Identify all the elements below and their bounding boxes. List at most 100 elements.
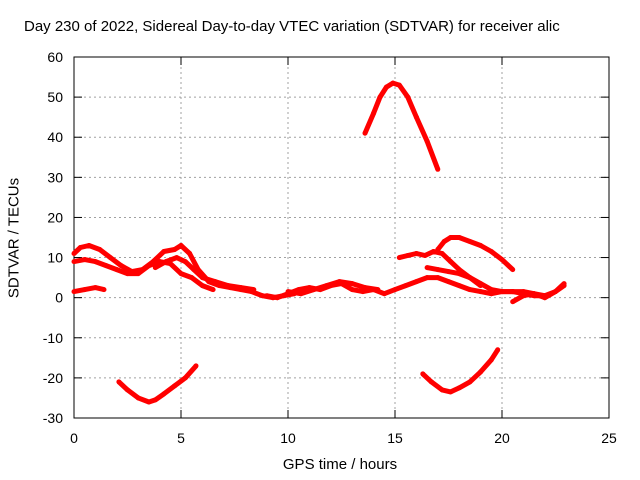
data-point [251, 287, 257, 293]
data-point [238, 285, 244, 291]
data-point [349, 281, 355, 287]
data-point [187, 251, 193, 256]
data-point [82, 257, 88, 263]
data-point [101, 287, 107, 293]
data-point [182, 375, 188, 381]
data-point [362, 130, 368, 136]
data-point [77, 245, 83, 250]
data-point [103, 263, 109, 269]
data-point [225, 283, 231, 289]
data-point [424, 138, 430, 144]
series-line-trace-f [435, 235, 515, 272]
y-tick-label: 30 [47, 169, 63, 185]
series-line-trace-a [72, 243, 295, 301]
data-point [178, 271, 184, 277]
data-point [274, 295, 280, 301]
x-axis-label: GPS time / hours [282, 456, 398, 473]
series-line-arc-low-late [421, 348, 500, 395]
data-point [396, 82, 402, 88]
data-point [439, 251, 445, 256]
chart-title: Day 230 of 2022, Sidereal Day-to-day VTE… [24, 18, 560, 35]
data-point [336, 279, 342, 285]
data-point [390, 80, 396, 86]
data-point [431, 249, 436, 254]
data-point [510, 267, 516, 273]
data-point [116, 379, 122, 385]
data-point [362, 285, 368, 291]
data-point [92, 285, 98, 291]
y-axis-label: SDTVAR / TECUs [5, 177, 23, 299]
data-point [161, 391, 167, 397]
data-point [396, 255, 402, 261]
data-point [448, 259, 454, 265]
y-tick-label: 0 [55, 290, 63, 306]
data-point [435, 275, 441, 281]
data-point [161, 249, 167, 254]
data-point [146, 263, 152, 269]
series [71, 80, 567, 405]
data-point [424, 265, 430, 271]
data-point [371, 110, 377, 116]
data-point [199, 275, 205, 281]
data-point [478, 281, 484, 287]
data-point [488, 291, 494, 297]
series-line-arc-high [362, 80, 441, 171]
data-point [285, 289, 291, 295]
data-point [360, 289, 366, 295]
data-point [561, 281, 567, 287]
x-tick-label: 10 [280, 430, 296, 446]
data-point [392, 287, 398, 293]
data-point [488, 249, 494, 254]
data-point [125, 387, 130, 393]
data-point [467, 239, 473, 244]
x-tick-label: 25 [601, 430, 617, 446]
grid [74, 57, 609, 418]
y-tick-label: -30 [43, 410, 63, 426]
series-line-arc-low-early [117, 364, 198, 405]
data-point [199, 283, 205, 289]
data-point [97, 247, 103, 252]
data-point [82, 287, 88, 293]
series-line-trace-d [73, 285, 105, 295]
data-point [403, 283, 409, 289]
data-point [174, 255, 180, 261]
data-point [114, 267, 120, 273]
data-point [456, 385, 462, 391]
y-tick-label: -20 [43, 370, 63, 386]
data-point [324, 283, 329, 289]
data-point [71, 259, 77, 265]
data-point [135, 271, 141, 277]
data-point [146, 399, 152, 405]
data-point [420, 371, 426, 377]
data-point [446, 279, 451, 285]
data-point [413, 114, 419, 120]
data-point [191, 267, 197, 273]
data-point [531, 291, 537, 297]
data-point [488, 287, 494, 293]
data-point [478, 369, 484, 375]
data-point [107, 255, 113, 261]
data-point [264, 293, 270, 299]
data-point [189, 275, 195, 281]
data-point [405, 253, 411, 258]
data-point [467, 275, 473, 281]
data-point [413, 251, 419, 256]
data-point [298, 291, 304, 297]
data-point [259, 293, 265, 299]
data-point [413, 279, 419, 285]
data-point [441, 239, 447, 244]
data-point [71, 289, 77, 295]
x-tick-label: 20 [494, 430, 510, 446]
data-point [152, 397, 158, 403]
y-tick-label: 10 [47, 250, 63, 266]
data-point [152, 265, 158, 271]
data-point [435, 166, 441, 172]
data-point [163, 259, 169, 265]
y-tick-label: 50 [47, 89, 63, 105]
y-tick-label: 40 [47, 129, 63, 145]
series-line-trace-c [154, 255, 255, 293]
data-point [178, 243, 184, 248]
data-point [435, 267, 441, 273]
data-point [478, 289, 484, 295]
